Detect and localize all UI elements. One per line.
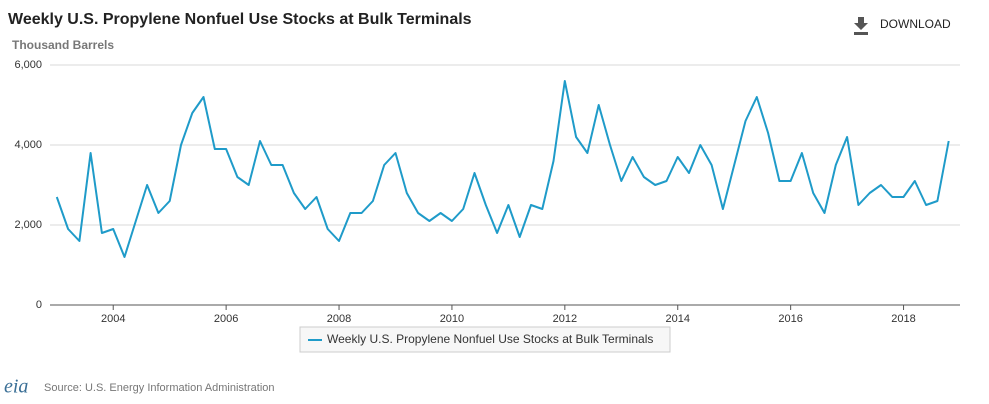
source: Source: U.S. Energy Information Administ… xyxy=(44,382,275,394)
x-tick-label: 2008 xyxy=(327,313,351,325)
legend-label: Weekly U.S. Propylene Nonfuel Use Stocks… xyxy=(327,332,653,346)
x-tick-label: 2016 xyxy=(778,313,802,325)
logo: eia xyxy=(4,376,28,398)
download-icon xyxy=(854,17,868,35)
y-tick-label: 6,000 xyxy=(14,59,42,71)
download-label[interactable]: DOWNLOAD xyxy=(880,17,951,31)
line-series xyxy=(55,80,950,258)
x-tick-label: 2012 xyxy=(553,313,577,325)
y-tick-label: 4,000 xyxy=(14,139,42,151)
x-tick-label: 2010 xyxy=(440,313,464,325)
legend-box xyxy=(299,326,671,353)
x-tick-label: 2004 xyxy=(101,313,125,325)
y-tick-label: 0 xyxy=(36,299,42,311)
x-tick-label: 2018 xyxy=(891,313,915,325)
y-axis-label: Thousand Barrels xyxy=(12,38,114,52)
x-tick-label: 2006 xyxy=(214,313,238,325)
x-tick-label: 2014 xyxy=(665,313,689,325)
download-button[interactable]: DOWNLOAD xyxy=(854,17,951,35)
chart-title: Weekly U.S. Propylene Nonfuel Use Stocks… xyxy=(8,11,472,28)
y-tick-label: 2,000 xyxy=(14,219,42,231)
